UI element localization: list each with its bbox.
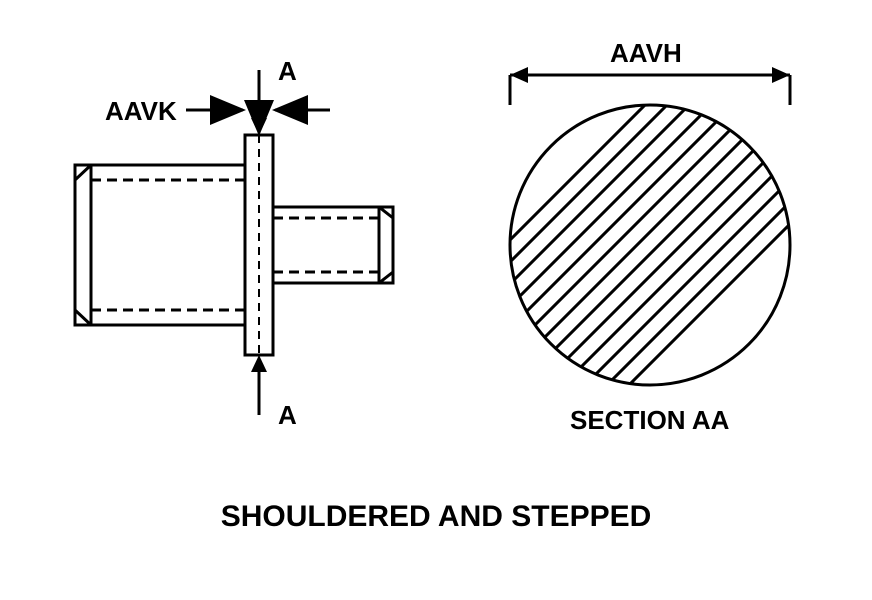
- dimension-label-aavk: AAVK: [105, 96, 177, 127]
- dimension-label-aavh: AAVH: [610, 38, 682, 69]
- drawing-title: SHOULDERED AND STEPPED: [0, 500, 872, 534]
- section-label-a-top: A: [278, 56, 297, 87]
- technical-drawing: AAVK A A: [0, 0, 872, 600]
- left-orthographic-view: [0, 0, 450, 470]
- section-caption: SECTION AA: [570, 405, 729, 436]
- section-label-a-bottom: A: [278, 400, 297, 431]
